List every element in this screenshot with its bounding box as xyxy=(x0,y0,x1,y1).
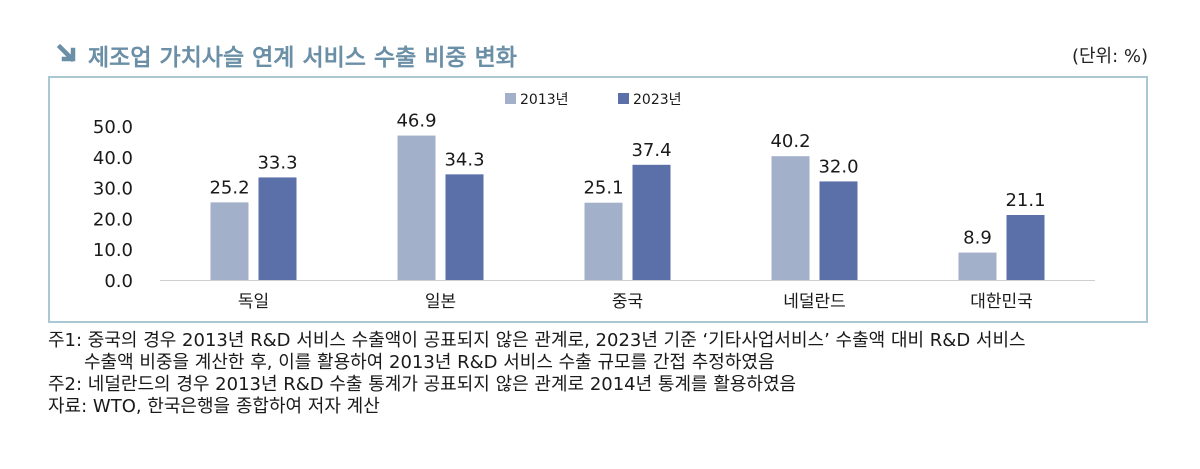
y-tick-label: 30.0 xyxy=(93,179,133,200)
data-label: 32.0 xyxy=(818,156,858,177)
data-label: 33.3 xyxy=(257,152,297,173)
data-label: 8.9 xyxy=(963,228,992,249)
chart-frame xyxy=(48,76,1148,323)
unit-label: (단위: %) xyxy=(1071,46,1148,67)
legend-swatch xyxy=(618,93,629,104)
y-tick-label: 40.0 xyxy=(93,148,133,169)
note-1: 주1: 중국의 경우 2013년 R&D 서비스 수출액이 공표되지 않은 관계… xyxy=(48,330,1026,351)
bar xyxy=(445,174,484,280)
bar xyxy=(819,181,858,280)
note-1-continued: 수출액 비중을 계산한 후, 이를 활용하여 2013년 R&D 서비스 수출 … xyxy=(84,352,775,373)
bar xyxy=(210,202,249,280)
data-label: 37.4 xyxy=(631,140,671,161)
y-tick-label: 20.0 xyxy=(93,209,133,230)
bar xyxy=(584,202,623,280)
notes: 주1: 중국의 경우 2013년 R&D 서비스 수출액이 공표되지 않은 관계… xyxy=(48,330,1168,418)
y-tick-label: 0.0 xyxy=(104,271,133,292)
data-label: 46.9 xyxy=(396,111,436,132)
x-category-label: 중국 xyxy=(612,292,643,312)
data-label: 34.3 xyxy=(444,149,484,170)
y-tick-label: 50.0 xyxy=(93,117,133,138)
bar xyxy=(397,135,436,280)
arrow-down-right-icon xyxy=(56,43,76,63)
bar xyxy=(771,156,810,280)
data-label: 25.2 xyxy=(209,177,249,198)
chart-title: 제조업 가치사슬 연계 서비스 수출 비중 변화 xyxy=(88,45,517,71)
data-label: 40.2 xyxy=(770,131,810,152)
data-label: 21.1 xyxy=(1005,190,1045,211)
data-label: 25.1 xyxy=(583,178,623,199)
legend-swatch xyxy=(505,93,516,104)
bar xyxy=(258,177,297,280)
bar xyxy=(958,252,997,280)
bar xyxy=(1006,215,1045,280)
legend-label: 2023년 xyxy=(633,92,682,108)
bar xyxy=(632,164,671,280)
chart-header: 제조업 가치사슬 연계 서비스 수출 비중 변화 (단위: %) xyxy=(48,38,1148,71)
x-category-label: 독일 xyxy=(238,292,269,312)
note-2: 주2: 네덜란드의 경우 2013년 R&D 수출 통계가 공표되지 않은 관계… xyxy=(48,374,797,395)
y-tick-label: 10.0 xyxy=(93,240,133,261)
legend-label: 2013년 xyxy=(520,92,569,108)
x-category-label: 네덜란드 xyxy=(783,292,846,312)
source-note: 자료: WTO, 한국은행을 종합하여 저자 계산 xyxy=(48,396,380,417)
x-category-label: 대한민국 xyxy=(970,292,1033,312)
x-category-label: 일본 xyxy=(425,292,456,312)
bar-chart: 0.0 10.0 20.0 30.0 40.0 50.0 2013년 2023년 25.2 33.… xyxy=(93,92,1095,312)
